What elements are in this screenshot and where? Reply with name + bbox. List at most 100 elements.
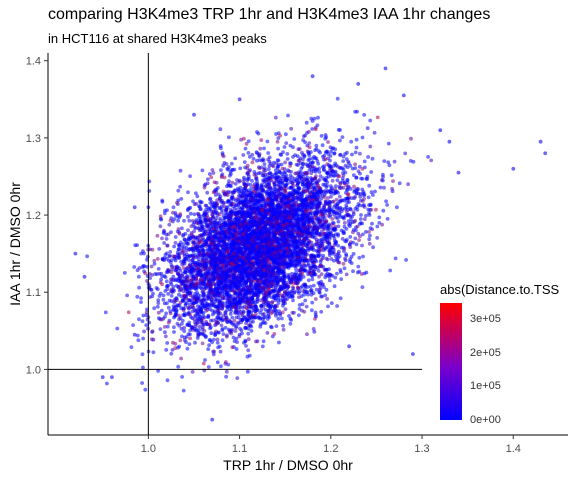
scatter-point — [154, 286, 159, 290]
scatter-point — [316, 222, 320, 227]
scatter-point — [315, 123, 320, 128]
scatter-point — [393, 256, 398, 261]
scatter-point — [380, 222, 384, 227]
scatter-point — [278, 152, 283, 157]
scatter-point — [257, 166, 262, 171]
scatter-point — [149, 264, 154, 269]
scatter-point — [367, 237, 372, 242]
scatter-point — [245, 369, 250, 374]
scatter-point — [305, 332, 309, 337]
scatter-point — [180, 245, 185, 250]
scatter-point — [245, 171, 250, 176]
scatter-point — [191, 199, 195, 204]
scatter-point — [313, 127, 318, 132]
scatter-point — [234, 325, 238, 330]
scatter-point — [291, 298, 295, 303]
scatter-point — [200, 168, 205, 173]
scatter-point — [367, 203, 371, 207]
scatter-point — [198, 214, 203, 219]
scatter-point — [188, 336, 193, 341]
scatter-point — [316, 194, 321, 199]
scatter-point — [177, 288, 182, 293]
scatter-point — [368, 118, 373, 123]
scatter-point — [285, 157, 290, 161]
scatter-point — [352, 184, 356, 189]
scatter-point — [304, 304, 309, 309]
scatter-point — [226, 362, 231, 367]
scatter-point — [253, 312, 258, 317]
scatter-point — [311, 283, 316, 288]
scatter-point — [343, 256, 347, 261]
scatter-point — [326, 304, 330, 309]
scatter-point — [294, 267, 298, 272]
scatter-point — [180, 226, 184, 231]
scatter-point — [333, 184, 338, 189]
scatter-point — [310, 127, 315, 131]
scatter-point — [187, 218, 192, 223]
scatter-point — [202, 329, 207, 333]
scatter-point — [211, 349, 216, 354]
scatter-point — [336, 224, 341, 229]
scatter-point — [341, 185, 346, 190]
scatter-point — [355, 270, 360, 275]
scatter-point — [406, 182, 410, 187]
scatter-point — [168, 250, 173, 254]
scatter-point — [274, 324, 279, 328]
scatter-point — [375, 224, 380, 229]
scatter-point — [172, 315, 176, 320]
scatter-point — [158, 327, 163, 331]
scatter-point — [381, 208, 386, 213]
scatter-point — [356, 264, 361, 269]
scatter-point — [334, 215, 338, 220]
scatter-point — [339, 277, 344, 281]
scatter-point — [325, 297, 329, 301]
scatter-point — [325, 149, 330, 154]
scatter-point — [292, 290, 297, 295]
scatter-point — [253, 240, 257, 245]
scatter-point — [291, 286, 296, 291]
scatter-point — [221, 332, 226, 336]
scatter-point — [367, 183, 372, 188]
scatter-point — [143, 387, 148, 392]
scatter-point — [212, 180, 217, 185]
scatter-point — [222, 175, 227, 180]
scatter-point — [234, 347, 239, 351]
scatter-point — [356, 202, 361, 206]
scatter-point — [338, 186, 342, 191]
scatter-point — [429, 158, 434, 163]
scatter-point — [137, 274, 141, 279]
scatter-point — [171, 219, 175, 224]
scatter-point — [219, 204, 224, 209]
scatter-point — [289, 169, 293, 174]
scatter-point — [329, 194, 333, 199]
scatter-point — [180, 375, 185, 379]
scatter-point — [180, 321, 184, 326]
scatter-point — [220, 338, 225, 343]
scatter-point — [237, 332, 242, 337]
scatter-point — [325, 183, 329, 188]
scatter-point — [262, 146, 266, 151]
scatter-point — [374, 207, 378, 212]
scatter-point — [141, 365, 145, 370]
scatter-point — [168, 260, 173, 264]
scatter-point — [276, 301, 281, 305]
scatter-point — [162, 301, 167, 306]
scatter-point — [140, 319, 145, 324]
scatter-point — [245, 354, 250, 359]
scatter-point — [328, 154, 333, 158]
scatter-point — [358, 195, 363, 199]
scatter-point — [297, 313, 301, 318]
scatter-point — [327, 248, 331, 253]
scatter-point — [289, 239, 294, 244]
scatter-point — [184, 245, 189, 250]
scatter-point — [185, 274, 190, 278]
scatter-point — [230, 345, 235, 350]
scatter-point — [195, 194, 200, 199]
scatter-point — [164, 348, 169, 352]
scatter-point — [293, 153, 297, 158]
scatter-point — [384, 199, 388, 204]
scatter-point — [174, 213, 178, 218]
scatter-point — [129, 345, 134, 349]
scatter-point — [311, 269, 316, 274]
